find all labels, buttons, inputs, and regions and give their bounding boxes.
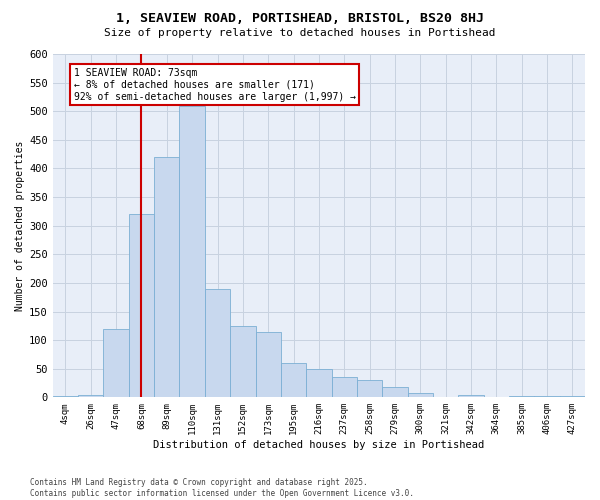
Bar (306, 368, 332, 398)
Bar (205, 288, 230, 398)
Bar (357, 380, 382, 398)
Bar (154, 157, 179, 398)
Bar (179, 106, 205, 398)
Bar (509, 396, 535, 398)
Bar (382, 387, 407, 398)
Text: Contains HM Land Registry data © Crown copyright and database right 2025.
Contai: Contains HM Land Registry data © Crown c… (30, 478, 414, 498)
Bar (129, 214, 154, 398)
Bar (230, 326, 256, 398)
Y-axis label: Number of detached properties: Number of detached properties (15, 140, 25, 311)
Text: 1, SEAVIEW ROAD, PORTISHEAD, BRISTOL, BS20 8HJ: 1, SEAVIEW ROAD, PORTISHEAD, BRISTOL, BS… (116, 12, 484, 26)
Bar (281, 363, 306, 398)
Bar (560, 396, 585, 398)
Bar (407, 393, 433, 398)
Bar (332, 378, 357, 398)
X-axis label: Distribution of detached houses by size in Portishead: Distribution of detached houses by size … (153, 440, 485, 450)
Bar (103, 328, 129, 398)
Bar (256, 332, 281, 398)
Bar (458, 395, 484, 398)
Bar (78, 395, 103, 398)
Bar (53, 396, 78, 398)
Text: Size of property relative to detached houses in Portishead: Size of property relative to detached ho… (104, 28, 496, 38)
Bar (535, 396, 560, 398)
Text: 1 SEAVIEW ROAD: 73sqm
← 8% of detached houses are smaller (171)
92% of semi-deta: 1 SEAVIEW ROAD: 73sqm ← 8% of detached h… (74, 68, 356, 102)
